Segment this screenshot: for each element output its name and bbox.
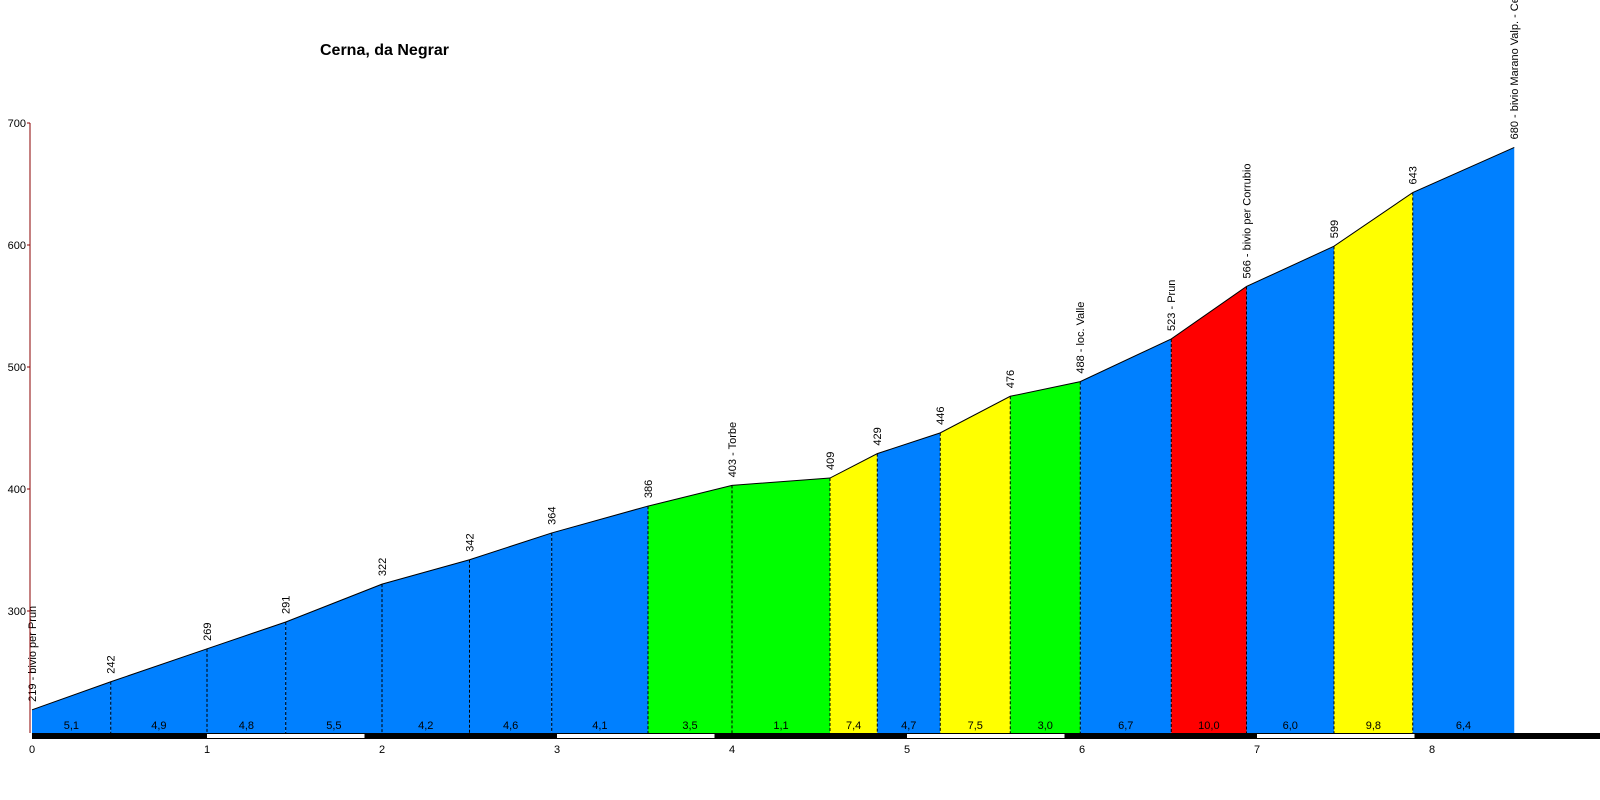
y-tick-label: 300 [8, 606, 26, 618]
gradient-label: 1,1 [773, 720, 788, 732]
y-axis: 300 400 500 600 700 [8, 118, 31, 733]
profile-segment [940, 396, 1011, 733]
gradient-label: 4,1 [592, 720, 607, 732]
profile-segment [1334, 192, 1413, 734]
gradient-label: 3,0 [1038, 720, 1053, 732]
x-tick-label: 8 [1429, 744, 1435, 756]
gradient-label: 4,9 [151, 720, 166, 732]
profile-segment [32, 681, 111, 733]
elevation-label: 523 - Prun [1166, 280, 1178, 331]
y-tick-label: 700 [8, 118, 26, 130]
gradient-label: 6,7 [1118, 720, 1133, 732]
x-tick-label: 7 [1254, 744, 1260, 756]
chart-title: Cerna, da Negrar [320, 42, 449, 59]
gradient-label: 4,8 [239, 720, 254, 732]
profile-line [31, 146, 1515, 711]
gradient-label: 7,4 [846, 720, 861, 732]
gradient-label: 7,5 [968, 720, 983, 732]
profile-segment [648, 485, 732, 733]
profile-segment [1080, 338, 1172, 733]
elevation-label: 403 - Torbe [727, 422, 739, 477]
elevation-label: 476 [1005, 370, 1017, 388]
gradient-label: 5,1 [64, 720, 79, 732]
elevation-label: 566 - bivio per Corrubio [1242, 164, 1254, 279]
profile-segments [32, 147, 1515, 734]
profile-segment [469, 532, 552, 733]
profile-segment [285, 584, 382, 733]
profile-segment [110, 648, 207, 733]
x-axis: 0 1 2 3 4 5 6 7 8 [29, 733, 1600, 756]
y-tick-label: 400 [8, 484, 26, 496]
elevation-label: 488 - loc. Valle [1075, 302, 1087, 374]
profile-segment [1171, 286, 1247, 733]
gradient-label: 10,0 [1198, 720, 1219, 732]
elevation-label: 269 [202, 622, 214, 640]
x-axis-band [32, 733, 1600, 739]
y-tick-label: 600 [8, 240, 26, 252]
profile-segment [1246, 246, 1334, 733]
elevation-label: 386 [643, 480, 655, 498]
profile-outline [31, 146, 1515, 711]
gradient-label: 4,2 [418, 720, 433, 732]
profile-segment [551, 506, 648, 733]
gradient-label: 6,4 [1456, 720, 1471, 732]
elevation-label: 364 [547, 507, 559, 525]
x-axis-band-segment [1257, 734, 1415, 738]
elevation-label: 643 [1408, 166, 1420, 184]
profile-segment [1412, 147, 1515, 733]
gradient-label: 4,7 [901, 720, 916, 732]
elevation-label: 342 [465, 533, 477, 551]
elevation-label: 322 [377, 558, 389, 576]
elevation-label: 291 [281, 596, 293, 614]
elevation-label: 599 [1329, 220, 1341, 238]
gradient-labels: 5,1 4,9 4,8 5,5 4,2 4,6 4,1 3,5 1,1 7,4 4,7 7,5 3,0 6… [64, 720, 1471, 732]
y-tick-label: 500 [8, 362, 26, 374]
x-axis-band-segment [207, 734, 365, 738]
x-tick-label: 3 [554, 744, 560, 756]
x-axis-band-segment [907, 734, 1065, 738]
gradient-label: 9,8 [1366, 720, 1381, 732]
x-axis-band-segment [557, 734, 715, 738]
gradient-label: 3,5 [682, 720, 697, 732]
profile-segment [382, 559, 470, 733]
elevation-label: 429 [872, 427, 884, 445]
profile-segment [830, 453, 878, 733]
km-divider-lines [110, 192, 1414, 733]
x-tick-label: 5 [904, 744, 910, 756]
gradient-label: 4,6 [503, 720, 518, 732]
elevation-label: 242 [106, 655, 118, 673]
x-tick-label: 1 [204, 744, 210, 756]
elevation-label: 219 - bivio per Prun [27, 606, 39, 702]
profile-segment [1010, 381, 1081, 733]
x-tick-label: 4 [729, 744, 735, 756]
gradient-label: 6,0 [1283, 720, 1298, 732]
x-tick-label: 2 [379, 744, 385, 756]
elevation-label: 409 [825, 452, 837, 470]
profile-segment [207, 621, 286, 733]
x-tick-label: 6 [1079, 744, 1085, 756]
x-tick-label: 0 [29, 744, 35, 756]
gradient-label: 5,5 [326, 720, 341, 732]
elevation-label: 680 - bivio Marano Valp. - Cerna [1509, 0, 1521, 139]
profile-segment [732, 478, 830, 733]
elevation-label: 446 [935, 407, 947, 425]
profile-segment [877, 432, 941, 733]
